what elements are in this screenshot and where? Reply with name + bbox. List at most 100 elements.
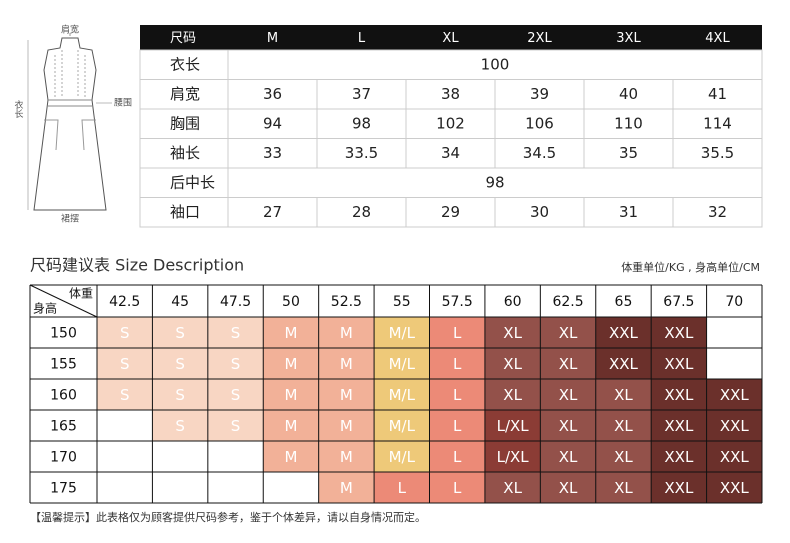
recommended-size: XXL — [664, 386, 694, 404]
recommended-size: M — [340, 417, 353, 435]
recommended-size: M/L — [389, 386, 416, 404]
recommended-size: S — [231, 386, 241, 404]
recommended-size: S — [175, 355, 185, 373]
size-cell-bg — [651, 379, 707, 410]
recommendation-title: 尺码建议表 Size Description — [30, 256, 244, 275]
size-cell-bg — [484, 348, 541, 379]
weight-header: 60 — [504, 294, 522, 310]
size-cell: 30 — [530, 203, 549, 221]
size-cell-bg — [374, 379, 430, 410]
size-cell-bg — [540, 317, 596, 348]
size-cell-bg — [374, 410, 430, 441]
size-cell-bg — [540, 348, 596, 379]
size-cell: 31 — [619, 203, 638, 221]
size-cell-bg — [374, 441, 430, 472]
weight-header: 47.5 — [220, 294, 251, 310]
corner-height: 身高 — [33, 301, 57, 316]
size-row-border — [139, 167, 763, 198]
size-cell: 29 — [441, 203, 460, 221]
size-cell: 28 — [352, 203, 371, 221]
size-cell-bg — [263, 441, 319, 472]
size-cell-bg — [207, 317, 264, 348]
recommended-size: XXL — [664, 448, 694, 466]
recommended-size: S — [120, 355, 130, 373]
recommended-size: XL — [503, 386, 522, 404]
size-row-label: 后中长 — [170, 173, 215, 191]
size-cell-bg — [207, 348, 264, 379]
size-cell-bg — [207, 379, 264, 410]
waist-label: 腰围 — [114, 98, 132, 109]
weight-header: 65 — [615, 294, 633, 310]
size-cell-bg — [318, 348, 375, 379]
recommended-size: XXL — [664, 324, 694, 342]
recommended-size: XL — [503, 355, 522, 373]
size-cell-bg — [374, 472, 430, 503]
size-row-label: 肩宽 — [170, 85, 200, 103]
recommended-size: L — [453, 448, 462, 466]
recommended-size: S — [175, 417, 185, 435]
size-cell-bg — [152, 317, 208, 348]
size-cell: 38 — [441, 85, 460, 103]
recommended-size: XXL — [609, 324, 639, 342]
size-cell-bg — [97, 379, 153, 410]
weight-header: 55 — [393, 294, 411, 310]
size-cell: 100 — [481, 55, 510, 73]
height-header: 175 — [50, 481, 77, 497]
size-cell-bg — [706, 472, 762, 503]
size-cell-bg — [706, 379, 762, 410]
size-cell: 98 — [352, 114, 371, 132]
size-cell-bg — [484, 472, 541, 503]
weight-header: 70 — [725, 294, 743, 310]
recommended-size: M — [284, 386, 297, 404]
recommended-size: M — [284, 355, 297, 373]
size-cell-bg — [484, 379, 541, 410]
recommended-size: XXL — [720, 479, 750, 497]
size-cell: 34.5 — [523, 144, 556, 162]
recommended-size: L — [398, 479, 407, 497]
size-cell-bg — [540, 410, 596, 441]
size-cell: 37 — [352, 85, 371, 103]
recommended-size: M — [284, 324, 297, 342]
size-cell-bg — [429, 410, 485, 441]
weight-header: 62.5 — [552, 294, 583, 310]
size-cell-bg — [484, 441, 541, 472]
recommended-size: XL — [614, 417, 633, 435]
recommended-size: XL — [559, 448, 578, 466]
size-cell-bg — [429, 317, 485, 348]
recommended-size: XXL — [664, 417, 694, 435]
size-cell-bg — [263, 379, 319, 410]
size-cell: 32 — [708, 203, 727, 221]
weight-header: 57.5 — [442, 294, 473, 310]
size-cell: 102 — [436, 114, 465, 132]
recommended-size: XL — [559, 324, 578, 342]
size-row-border — [139, 49, 763, 80]
size-cell-bg — [318, 441, 375, 472]
size-header-cell: M — [267, 31, 278, 46]
size-cell: 106 — [525, 114, 554, 132]
recommended-size: M — [284, 448, 297, 466]
size-row-label: 衣长 — [170, 55, 200, 73]
size-cell: 36 — [263, 85, 282, 103]
recommended-size: XL — [559, 355, 578, 373]
size-cell-bg — [595, 379, 652, 410]
size-cell-bg — [263, 348, 319, 379]
size-cell-bg — [318, 472, 375, 503]
weight-header: 52.5 — [331, 294, 362, 310]
size-cell-bg — [263, 410, 319, 441]
size-header-cell: 4XL — [705, 31, 730, 46]
size-header-cell: L — [358, 31, 366, 46]
height-header: 155 — [50, 357, 77, 373]
size-cell-bg — [540, 441, 596, 472]
weight-header: 45 — [171, 294, 189, 310]
size-cell-bg — [374, 317, 430, 348]
size-cell-bg — [152, 410, 208, 441]
size-cell-bg — [429, 379, 485, 410]
size-cell-bg — [97, 317, 153, 348]
dress-illustration — [27, 33, 112, 211]
size-cell: 41 — [708, 85, 727, 103]
size-cell: 98 — [485, 173, 504, 191]
recommended-size: M — [340, 386, 353, 404]
recommended-size: M/L — [389, 324, 416, 342]
size-header-bg — [140, 25, 762, 50]
recommended-size: L — [453, 386, 462, 404]
